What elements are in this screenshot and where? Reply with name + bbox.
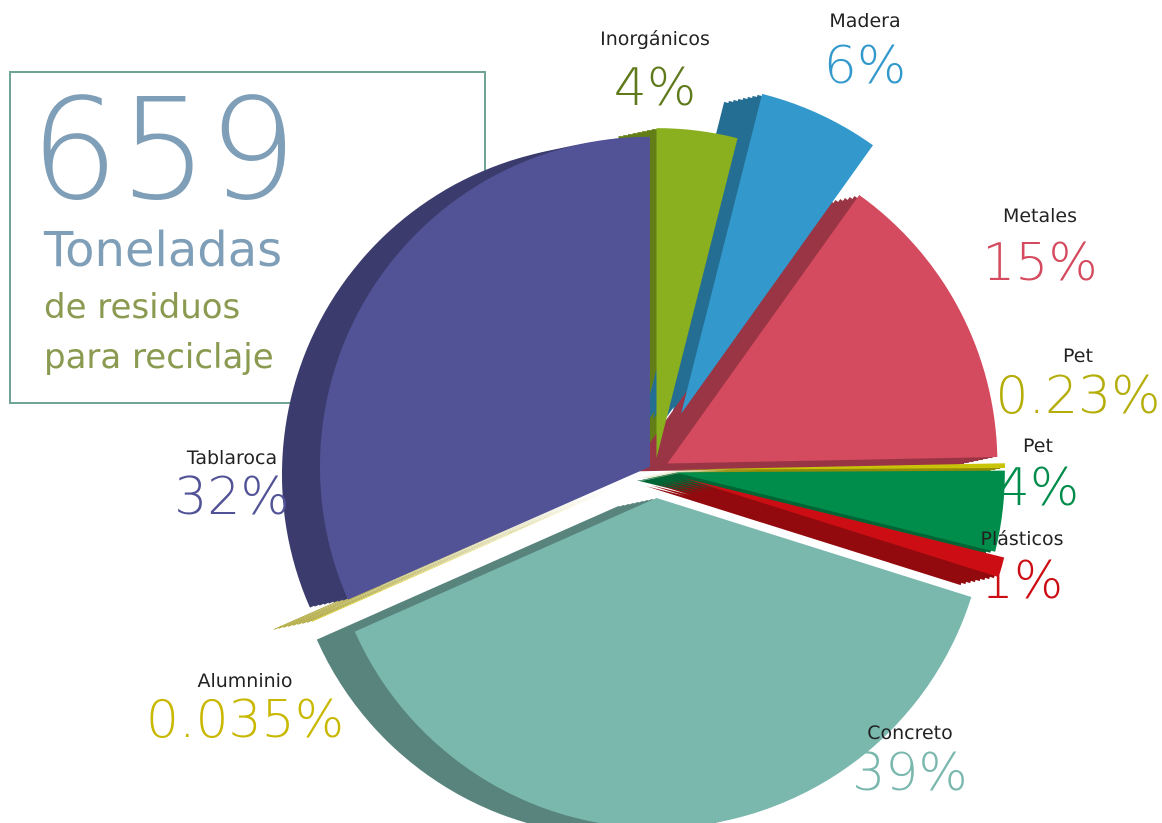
value-label: 4% (614, 58, 697, 118)
category-label: Concreto (867, 722, 953, 744)
slice-side (292, 492, 595, 626)
slice (311, 488, 614, 622)
subtitle-line: para reciclaje (44, 337, 274, 377)
category-label: Madera (829, 10, 900, 32)
slice-side (302, 490, 605, 624)
slice (683, 478, 1005, 578)
category-label: Pet (1023, 435, 1053, 457)
slice-side (660, 483, 981, 583)
slice (319, 136, 650, 600)
slice (674, 463, 1005, 470)
slice-side (650, 485, 971, 585)
total-unit: Toneladas (43, 222, 282, 278)
category-label: Pet (1063, 345, 1093, 367)
slice-side (679, 479, 1000, 579)
slice (656, 128, 738, 459)
value-label: 0.23% (995, 366, 1160, 426)
value-label: 4% (997, 458, 1080, 518)
value-label: 39% (852, 743, 968, 803)
slice-side (307, 489, 610, 623)
slice-side (297, 491, 600, 625)
slice-side (288, 493, 591, 627)
value-label: 0.035% (146, 690, 344, 750)
value-label: 6% (824, 36, 907, 96)
slice (674, 470, 1005, 552)
slice-side (664, 482, 986, 582)
category-label: Tablaroca (186, 447, 277, 469)
subtitle-line: de residuos (44, 287, 240, 327)
category-label: Plásticos (981, 528, 1064, 550)
total-number: 659 (30, 69, 297, 232)
slice-side (669, 481, 990, 581)
value-label: 15% (982, 233, 1098, 293)
category-label: Metales (1003, 205, 1077, 227)
slice (681, 93, 873, 414)
category-label: Alumninio (197, 670, 292, 692)
pie (273, 93, 1005, 823)
category-label: Inorgánicos (600, 28, 710, 50)
slice (354, 497, 972, 823)
slice-side (674, 480, 995, 580)
slice (667, 194, 998, 464)
slice-side (645, 486, 967, 586)
slice-side (655, 484, 976, 584)
value-label: 1% (981, 551, 1064, 611)
value-label: 32% (174, 467, 290, 527)
